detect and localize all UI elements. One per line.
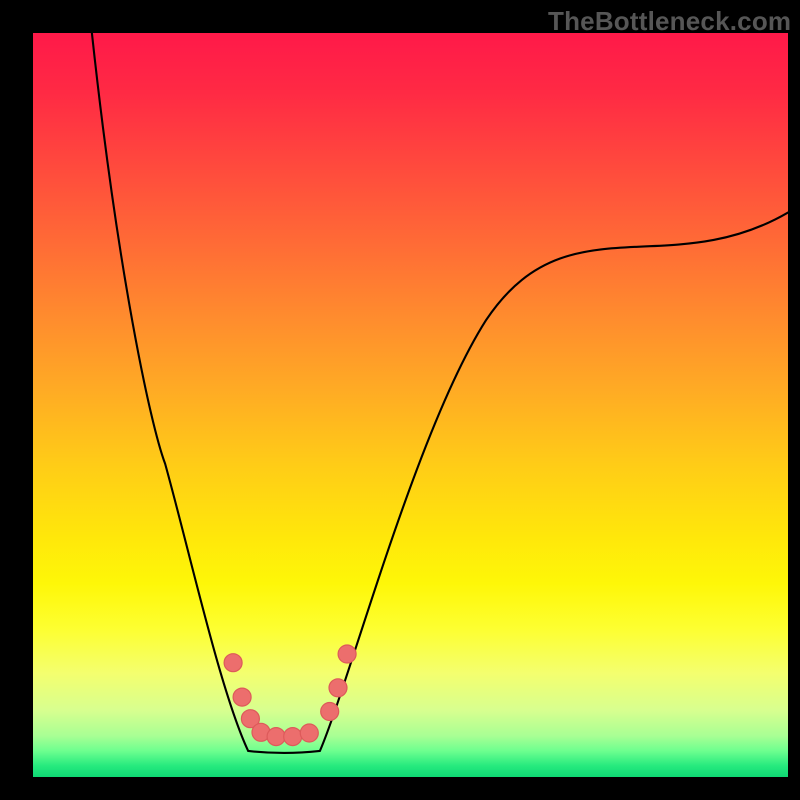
trough-marker [267, 728, 285, 746]
trough-marker [338, 645, 356, 663]
trough-marker [233, 688, 251, 706]
trough-marker [321, 703, 339, 721]
plot-area [33, 33, 788, 777]
trough-marker [224, 654, 242, 672]
chart-frame: TheBottleneck.com [0, 0, 800, 800]
gradient-background [33, 33, 788, 777]
trough-marker [300, 724, 318, 742]
trough-marker [284, 728, 302, 746]
watermark-text: TheBottleneck.com [548, 6, 791, 37]
plot-svg [33, 33, 788, 777]
trough-marker [329, 679, 347, 697]
